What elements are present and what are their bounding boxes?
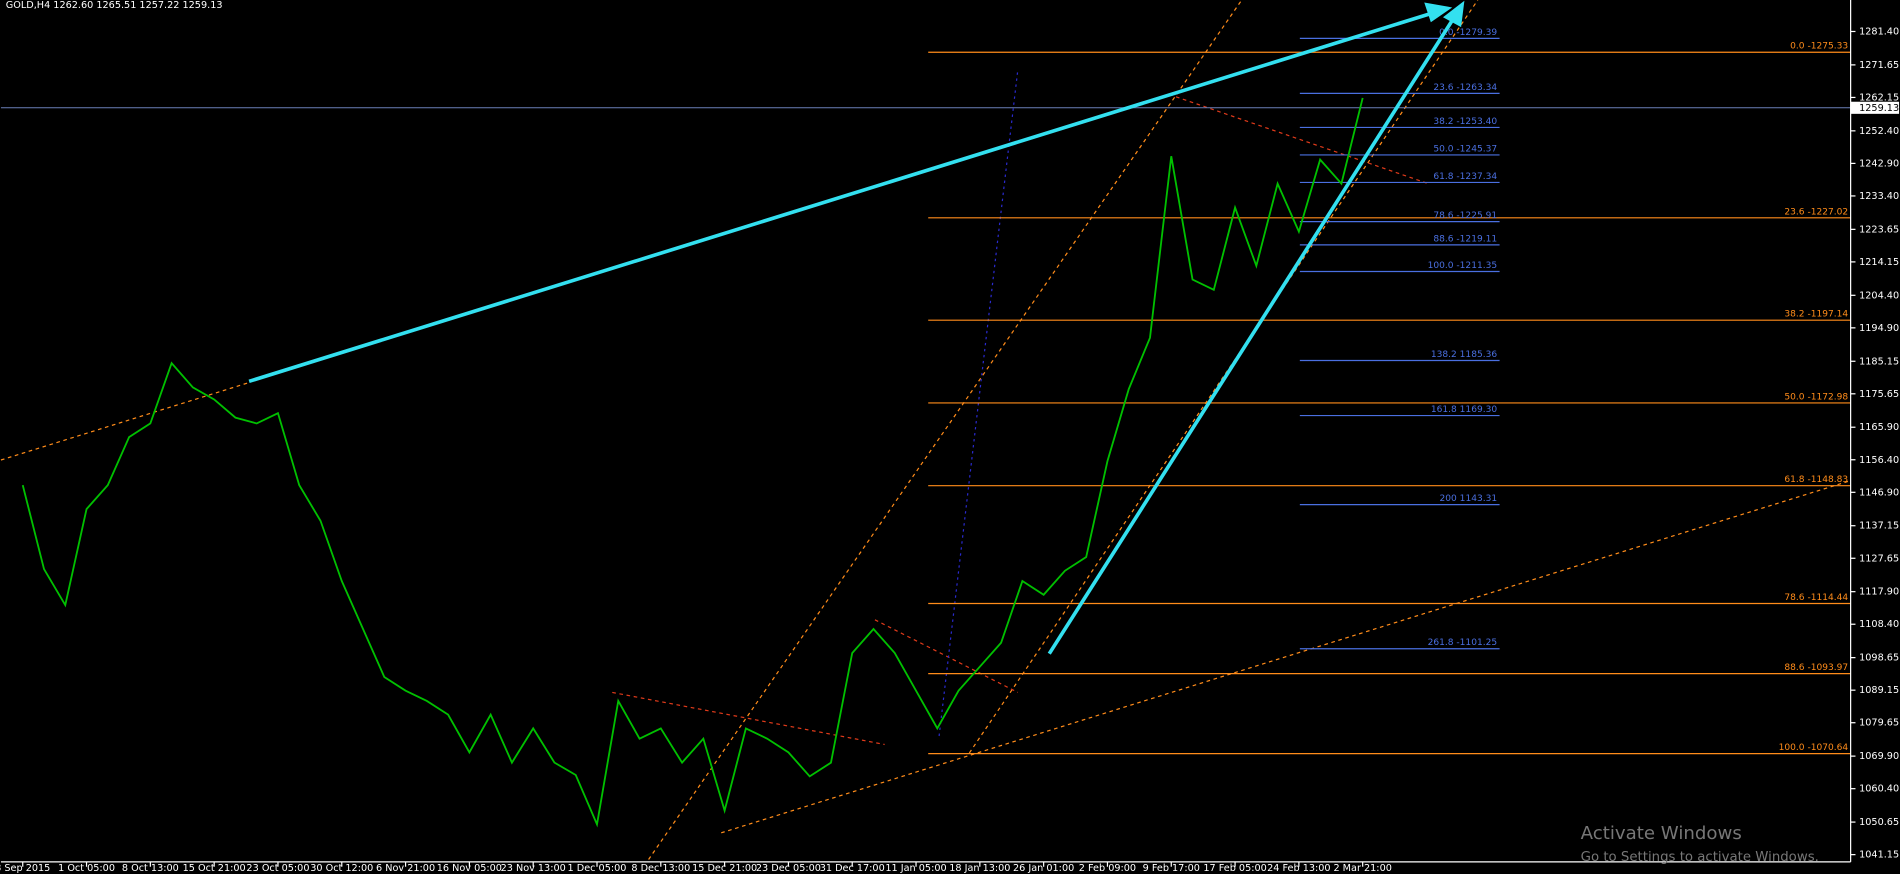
x-tick-label: 8 Oct 13:00 xyxy=(122,863,179,874)
fibo-label: 61.8 -1237.34 xyxy=(1433,172,1497,182)
x-tick-label: 8 Sep 2015 xyxy=(0,863,50,874)
fibo-label: 100.0 -1211.35 xyxy=(1428,261,1498,271)
fibo-label: 0.0 -1275.33 xyxy=(1790,42,1848,52)
x-tick-label: 23 Nov 13:00 xyxy=(501,863,566,874)
y-tick-label: 1233.40 xyxy=(1859,191,1899,202)
arrow-head xyxy=(1443,0,1465,28)
y-tick-label: 1060.40 xyxy=(1859,784,1899,795)
y-tick-label: 1242.90 xyxy=(1859,158,1899,169)
watermark: Go to Settings to activate Windows. xyxy=(1581,850,1819,865)
fibo-label: 38.2 -1197.14 xyxy=(1784,310,1848,320)
y-tick-label: 1089.15 xyxy=(1859,685,1899,696)
x-tick-label: 23 Dec 05:00 xyxy=(756,863,821,874)
fibo-label: 161.8 1169.30 xyxy=(1431,405,1498,415)
fibo-label: 78.6 -1114.44 xyxy=(1784,593,1848,603)
y-tick-label: 1165.90 xyxy=(1859,422,1899,433)
y-tick-label: 1281.40 xyxy=(1859,26,1899,37)
y-tick-label: 1050.65 xyxy=(1859,817,1899,828)
x-tick-label: 2 Feb 09:00 xyxy=(1079,863,1136,874)
x-tick-label: 17 Feb 05:00 xyxy=(1203,863,1266,874)
price-line xyxy=(21,97,1364,828)
x-tick-label: 30 Oct 12:00 xyxy=(310,863,373,874)
x-tick-label: 23 Oct 05:00 xyxy=(246,863,309,874)
trend-line xyxy=(612,691,885,746)
x-tick-label: 15 Oct 21:00 xyxy=(183,863,246,874)
fibo-label: 38.2 -1253.40 xyxy=(1433,117,1497,127)
fibo-label: 261.8 -1101.25 xyxy=(1428,638,1498,648)
y-tick-label: 1117.90 xyxy=(1859,587,1899,598)
x-tick-label: 18 Jan 13:00 xyxy=(949,863,1010,874)
y-tick-label: 1079.65 xyxy=(1859,718,1899,729)
y-tick-label: 1069.90 xyxy=(1859,751,1899,762)
fibo-label: 50.0 -1172.98 xyxy=(1784,392,1848,402)
y-tick-label: 1041.15 xyxy=(1859,850,1899,861)
y-tick-label: 1252.40 xyxy=(1859,126,1899,137)
x-tick-label: 15 Dec 21:00 xyxy=(692,863,757,874)
fibo-label: 88.6 -1093.97 xyxy=(1784,663,1848,673)
fibo-label: 88.6 -1219.11 xyxy=(1433,234,1497,244)
arrow-head xyxy=(1424,2,1453,23)
y-tick-label: 1271.65 xyxy=(1859,60,1899,71)
y-tick-label: 1146.90 xyxy=(1859,487,1899,498)
y-tick-label: 1262.15 xyxy=(1859,92,1899,103)
arrow xyxy=(248,10,1436,384)
fibo-label: 138.2 1185.36 xyxy=(1431,350,1498,360)
trend-line xyxy=(968,0,1479,754)
fibo-label: 23.6 -1263.34 xyxy=(1433,83,1497,93)
x-tick-label: 1 Dec 05:00 xyxy=(568,863,627,874)
trend-line xyxy=(874,619,1019,693)
x-tick-label: 6 Nov 21:00 xyxy=(376,863,435,874)
last-price-box xyxy=(1850,101,1900,114)
fibo-label: 78.6 -1225.91 xyxy=(1433,211,1497,221)
y-tick-label: 1175.65 xyxy=(1859,389,1899,400)
fibo-label: 200 1143.31 xyxy=(1440,494,1498,504)
y-tick-label: 1156.40 xyxy=(1859,455,1899,466)
levels: 0.0 -1275.33 23.6 -1227.02 38.2 -1197.14 50… xyxy=(0,28,1851,755)
x-tick-label: 9 Feb 17:00 xyxy=(1143,863,1200,874)
y-tick-label: 1185.15 xyxy=(1859,356,1899,367)
x-tick-label: 26 Jan 01:00 xyxy=(1013,863,1074,874)
y-tick-label: 1204.40 xyxy=(1859,290,1899,301)
y-tick-label: 1127.65 xyxy=(1859,553,1899,564)
trend-line xyxy=(1168,93,1430,185)
x-tick-label: 8 Dec 13:00 xyxy=(631,863,690,874)
fibo-label: 23.6 -1227.02 xyxy=(1784,207,1848,217)
trend-line xyxy=(721,480,1851,834)
x-tick-label: 16 Nov 05:00 xyxy=(437,863,502,874)
last-price-label: 1259.13 xyxy=(1859,103,1899,114)
fibo-label: 100.0 -1070.64 xyxy=(1779,743,1849,753)
y-tick-label: 1108.40 xyxy=(1859,619,1899,630)
y-tick-label: 1214.15 xyxy=(1859,257,1899,268)
y-tick-label: 1194.90 xyxy=(1859,323,1899,334)
fibo-label: 61.8 -1148.83 xyxy=(1784,475,1848,485)
x-tick-label: 11 Jan 05:00 xyxy=(885,863,946,874)
watermark: Activate Windows xyxy=(1581,823,1742,844)
fibo-label: 0.0 -1279.39 xyxy=(1439,28,1497,38)
arrow xyxy=(1047,13,1458,655)
arrows xyxy=(248,0,1465,655)
y-tick-label: 1137.15 xyxy=(1859,521,1899,532)
chart-title: GOLD,H4 1262.60 1265.51 1257.22 1259.13 xyxy=(6,0,223,11)
fibo-label: 50.0 -1245.37 xyxy=(1433,144,1497,154)
x-tick-label: 24 Feb 13:00 xyxy=(1267,863,1330,874)
y-tick-label: 1098.65 xyxy=(1859,653,1899,664)
x-tick-label: 1 Oct 05:00 xyxy=(58,863,115,874)
y-tick-label: 1223.65 xyxy=(1859,224,1899,235)
plot xyxy=(21,97,1364,828)
x-tick-label: 31 Dec 17:00 xyxy=(820,863,885,874)
x-tick-label: 2 Mar 21:00 xyxy=(1333,863,1391,874)
